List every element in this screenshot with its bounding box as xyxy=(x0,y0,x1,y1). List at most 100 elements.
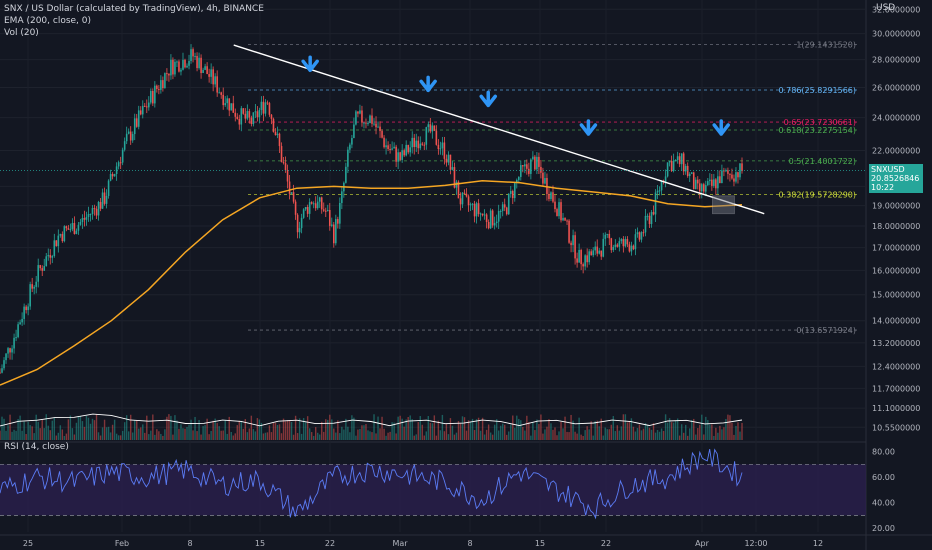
candle-body xyxy=(449,154,452,170)
candle-body xyxy=(302,209,305,218)
candle-body xyxy=(520,165,522,177)
candle-body xyxy=(67,228,70,230)
volume-bar xyxy=(580,434,582,440)
volume-bar xyxy=(544,429,546,440)
candle-body xyxy=(75,230,78,234)
candle-body xyxy=(513,183,516,199)
volume-bar xyxy=(123,422,126,440)
volume-bar xyxy=(312,435,315,440)
time-tick-label: Feb xyxy=(115,539,129,548)
volume-bar xyxy=(240,421,243,440)
volume-bar xyxy=(381,416,383,440)
candle-body xyxy=(162,80,164,89)
volume-bar xyxy=(522,426,524,440)
candle-body xyxy=(262,101,265,114)
volume-bar xyxy=(465,430,468,440)
volume-bar xyxy=(200,434,202,440)
volume-bar xyxy=(310,432,313,440)
candle-body xyxy=(511,191,514,199)
volume-bar xyxy=(274,422,277,440)
candle-body xyxy=(141,105,144,115)
candle-body xyxy=(29,284,31,307)
candle-body xyxy=(443,142,446,159)
volume-bar xyxy=(576,433,578,440)
candle-body xyxy=(341,191,343,203)
candle-body xyxy=(57,235,60,247)
candle-body xyxy=(13,337,15,349)
candle-body xyxy=(463,192,466,194)
volume-bar xyxy=(421,424,423,440)
volume-bar xyxy=(564,416,566,440)
candle-body xyxy=(135,118,138,127)
candle-body xyxy=(550,192,552,199)
candle-body xyxy=(9,348,11,353)
volume-bar xyxy=(379,428,381,440)
candle-body xyxy=(290,192,293,194)
candle-body xyxy=(602,238,605,257)
volume-bar xyxy=(674,420,677,440)
currency-badge[interactable]: USD xyxy=(876,3,896,13)
volume-bar xyxy=(570,414,572,440)
trendline xyxy=(233,44,765,215)
volume-bar xyxy=(178,428,180,440)
volume-bar xyxy=(502,423,504,440)
candle-body xyxy=(441,142,444,149)
volume-bar xyxy=(5,430,7,440)
volume-bar xyxy=(11,431,13,440)
candle-body xyxy=(423,144,426,146)
volume-bar xyxy=(514,427,516,440)
volume-bar xyxy=(53,417,55,440)
price-tick-label: 18.0000000 xyxy=(872,222,920,231)
candle-body xyxy=(194,55,196,57)
volume-bar xyxy=(339,433,341,440)
candle-body xyxy=(272,118,275,132)
ema-line xyxy=(0,179,743,386)
candle-body xyxy=(61,234,64,242)
candle-body xyxy=(93,208,96,210)
volume-bar xyxy=(99,435,102,440)
volume-bar xyxy=(216,423,218,440)
volume-bar xyxy=(550,423,552,440)
candle-body xyxy=(286,170,289,182)
candle-body xyxy=(634,234,637,250)
volume-bar xyxy=(168,414,170,440)
volume-bar xyxy=(590,421,592,440)
candle-body xyxy=(461,192,464,205)
candle-body xyxy=(568,220,570,243)
volume-bar xyxy=(25,434,27,440)
candle-body xyxy=(608,233,611,239)
candle-body xyxy=(65,226,68,229)
candle-body xyxy=(606,233,609,235)
volume-bar xyxy=(660,428,663,440)
price-tick-label: 22.0000000 xyxy=(872,146,920,155)
candle-body xyxy=(417,140,420,149)
candle-body xyxy=(276,133,279,136)
volume-bar xyxy=(9,414,11,440)
volume-bar xyxy=(31,426,33,440)
volume-bar xyxy=(646,425,649,440)
volume-bar xyxy=(554,427,556,440)
volume-bar xyxy=(473,430,476,440)
price-tick-label: 13.2000000 xyxy=(872,339,920,348)
volume-bar xyxy=(395,433,397,440)
volume-bar xyxy=(246,432,249,440)
candle-body xyxy=(109,174,112,181)
volume-bar xyxy=(140,427,142,440)
candle-body xyxy=(656,190,659,193)
volume-bar xyxy=(618,430,621,440)
volume-bar xyxy=(532,421,534,440)
candle-body xyxy=(176,61,178,63)
candle-body xyxy=(580,249,582,265)
volume-bar xyxy=(226,433,228,440)
volume-bar xyxy=(546,426,548,440)
price-tick-label: 32.0000000 xyxy=(872,5,920,14)
candle-body xyxy=(369,115,371,124)
volume-bar xyxy=(111,424,114,440)
volume-bar xyxy=(604,427,606,440)
candle-body xyxy=(552,192,554,202)
volume-bar xyxy=(664,414,667,440)
volume-bar xyxy=(39,428,41,440)
candle-body xyxy=(218,92,220,94)
candle-body xyxy=(401,150,403,160)
